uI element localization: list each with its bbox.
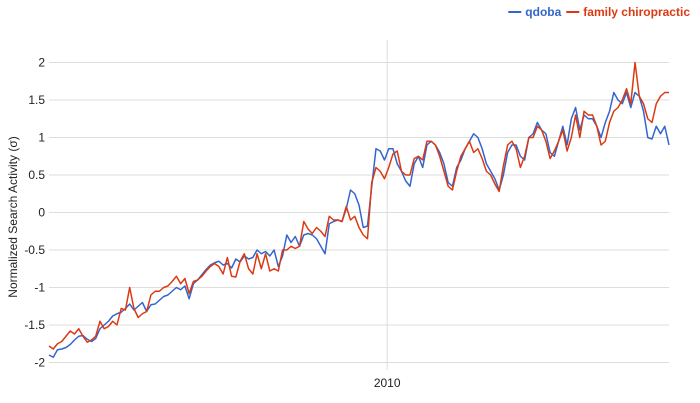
x-tick-label: 2010 bbox=[374, 376, 401, 390]
y-tick-label: -0.5 bbox=[24, 243, 45, 257]
y-tick-label: 0.5 bbox=[28, 168, 45, 182]
y-tick-label: 0 bbox=[38, 206, 45, 220]
series-lines bbox=[48, 61, 670, 358]
legend[interactable]: family chiropractic qdoba bbox=[508, 5, 690, 19]
y-tick-label: 1 bbox=[38, 131, 45, 145]
series-line-family-chiropractic bbox=[48, 61, 669, 350]
legend-label: qdoba bbox=[525, 5, 561, 19]
series-line-qdoba bbox=[48, 91, 670, 358]
y-tick-label: -1.5 bbox=[24, 318, 45, 332]
y-tick-label: 1.5 bbox=[28, 93, 45, 107]
y-tick-label: 2 bbox=[38, 56, 45, 70]
legend-label: family chiropractic bbox=[583, 5, 690, 19]
y-axis-title: Normalized Search Activity (σ) bbox=[6, 136, 20, 297]
x-axis-ticks: 2010 bbox=[374, 376, 401, 390]
y-tick-label: -2 bbox=[34, 356, 45, 370]
y-tick-label: -1 bbox=[34, 281, 45, 295]
grid bbox=[49, 40, 669, 370]
y-axis-ticks: -2 -1.5 -1 -0.5 0 0.5 1 1.5 2 bbox=[24, 56, 45, 370]
